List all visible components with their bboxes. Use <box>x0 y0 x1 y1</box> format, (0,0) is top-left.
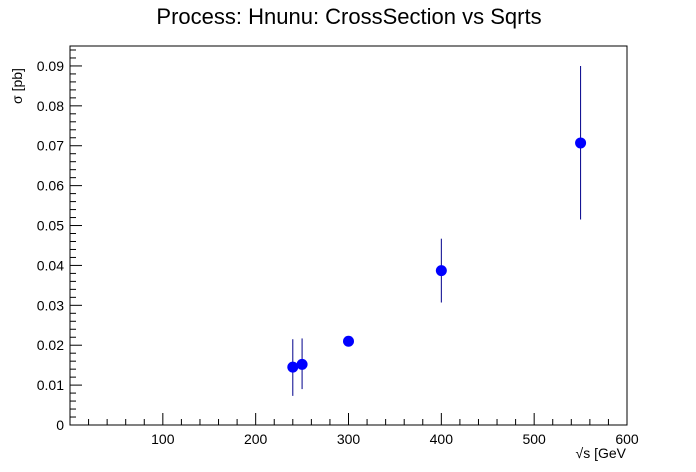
y-tick-label: 0.04 <box>37 257 64 273</box>
x-axis-tick-labels: 100 200 300 400 500 600 <box>151 431 639 447</box>
data-points <box>287 137 587 373</box>
data-point <box>296 358 308 370</box>
x-tick-label: 500 <box>522 431 546 447</box>
chart-title: Process: Hnunu: CrossSection vs Sqrts <box>156 4 541 29</box>
error-bars <box>292 65 582 396</box>
data-point <box>575 137 587 149</box>
x-tick-label: 600 <box>615 431 639 447</box>
plot-frame <box>69 45 628 426</box>
y-tick-label: 0.07 <box>37 138 64 154</box>
y-tick-label: 0.06 <box>37 178 64 194</box>
x-tick-label: 200 <box>244 431 268 447</box>
y-tick-label: 0.08 <box>37 98 64 114</box>
y-tick-label: 0 <box>56 417 64 433</box>
x-tick-label: 100 <box>151 431 175 447</box>
y-tick-label: 0.02 <box>37 337 64 353</box>
y-axis-label: σ [pb] <box>9 68 25 104</box>
y-axis-ticks <box>70 49 82 426</box>
y-tick-label: 0.05 <box>37 218 64 234</box>
x-tick-label: 300 <box>337 431 361 447</box>
y-axis-tick-labels: 0 0.01 0.02 0.03 0.04 0.05 0.06 0.07 0.08 0.09 <box>37 58 64 433</box>
y-tick-label: 0.03 <box>37 297 64 313</box>
y-tick-label: 0.09 <box>37 58 64 74</box>
x-axis-ticks <box>69 413 628 425</box>
data-point <box>435 265 447 277</box>
x-axis-label: √s [GeV <box>576 445 627 461</box>
data-point <box>287 361 299 373</box>
data-point <box>343 335 354 347</box>
y-tick-label: 0.01 <box>37 377 64 393</box>
x-tick-label: 400 <box>430 431 454 447</box>
